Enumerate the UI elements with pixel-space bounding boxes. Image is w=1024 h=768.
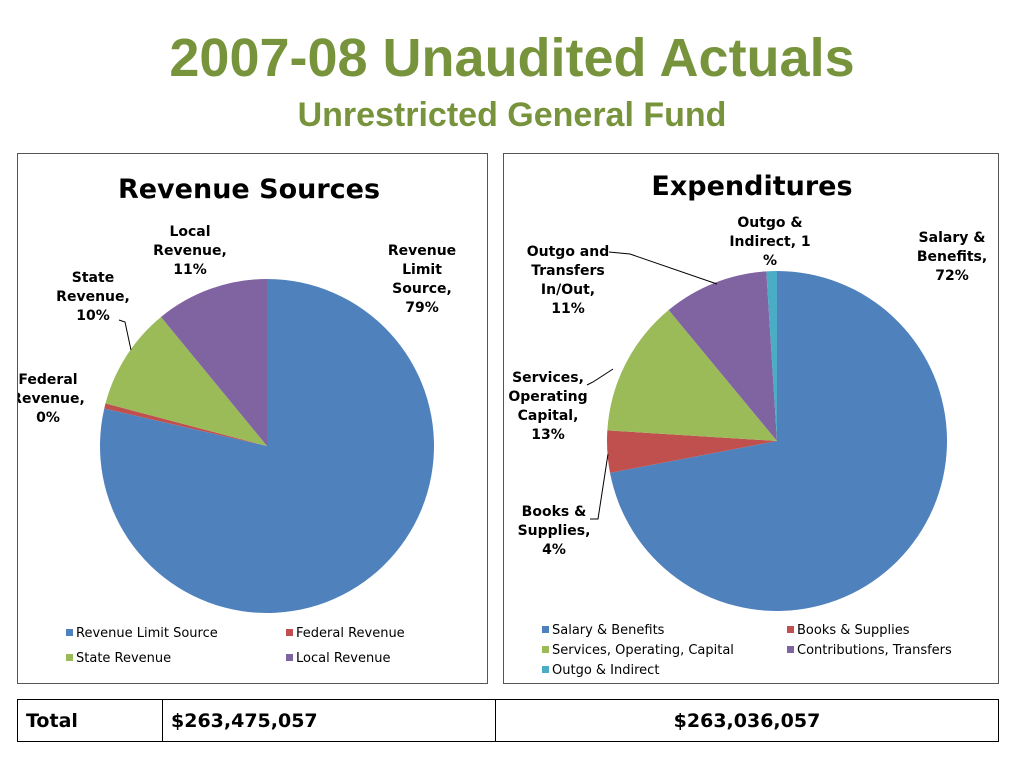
expenditures-data-label-contributions-transfers: Outgo and Transfers In/Out, 11% bbox=[527, 244, 610, 317]
revenue-data-label-state-revenue: State Revenue, 10% bbox=[56, 270, 130, 324]
revenue-slice-state-revenue bbox=[105, 316, 267, 446]
totals-label: Total bbox=[17, 699, 163, 742]
revenue-data-label-revenue-limit-source: Revenue Limit Source, 79% bbox=[388, 243, 456, 316]
revenue-pie-chart: Revenue Sources Revenue Limit Source, 79% Fed… bbox=[18, 174, 456, 666]
revenue-chart-panel: Revenue Sources Revenue Limit Source, 79% Fed… bbox=[17, 153, 488, 684]
expenditures-chart-panel: Expenditures Salary & Benefits, 72% Books & S… bbox=[503, 153, 999, 684]
expenditures-data-label-books-supplies: Books & Supplies, 4% bbox=[518, 504, 591, 558]
expenditures-leader-services-operating-capital bbox=[586, 368, 614, 386]
revenue-chart-title: Revenue Sources bbox=[118, 174, 380, 205]
revenue-data-label-local-revenue: Local Revenue, 11% bbox=[153, 224, 227, 278]
expenditures-data-label-salary-benefits: Salary & Benefits, 72% bbox=[917, 230, 987, 284]
revenue-legend-entry-federal-revenue: Federal Revenue bbox=[296, 626, 405, 641]
expenditures-legend-entry-outgo-indirect: Outgo & Indirect bbox=[552, 663, 659, 678]
expenditures-legend-swatch-outgo-indirect bbox=[542, 666, 549, 673]
page-title: 2007-08 Unaudited Actuals bbox=[169, 28, 855, 88]
revenue-legend-swatch-federal-revenue bbox=[286, 629, 293, 636]
expenditures-slice-books-supplies bbox=[607, 430, 777, 473]
expenditures-legend-entry-services-operating-capital: Services, Operating, Capital bbox=[552, 643, 734, 658]
revenue-legend-swatch-local-revenue bbox=[286, 654, 293, 661]
expenditures-total: $263,036,057 bbox=[495, 699, 999, 742]
expenditures-legend-entry-contributions-transfers: Contributions, Transfers bbox=[797, 643, 952, 658]
revenue-leader-state-revenue bbox=[118, 319, 132, 351]
expenditures-leader-books-supplies bbox=[590, 453, 609, 520]
expenditures-legend-swatch-books-supplies bbox=[787, 626, 794, 633]
page-subtitle: Unrestricted General Fund bbox=[297, 96, 727, 134]
revenue-legend-swatch-state-revenue bbox=[66, 654, 73, 661]
revenue-slice-local-revenue bbox=[160, 279, 267, 446]
expenditures-slice-outgo-indirect bbox=[766, 271, 777, 441]
expenditures-leader-contributions-transfers bbox=[608, 251, 718, 285]
expenditures-legend-entry-salary-benefits: Salary & Benefits bbox=[552, 623, 665, 638]
expenditures-legend-swatch-salary-benefits bbox=[542, 626, 549, 633]
totals-row: Total $263,475,057 $263,036,057 bbox=[17, 699, 999, 742]
expenditures-slice-salary-benefits bbox=[610, 271, 947, 611]
revenue-total: $263,475,057 bbox=[162, 699, 496, 742]
expenditures-slice-contributions-transfers bbox=[668, 271, 777, 441]
revenue-legend-entry-state-revenue: State Revenue bbox=[76, 651, 171, 666]
revenue-legend-swatch-revenue-limit-source bbox=[66, 629, 73, 636]
expenditures-data-label-outgo-indirect: Outgo & Indirect, 1% bbox=[729, 215, 810, 269]
revenue-legend-entry-local-revenue: Local Revenue bbox=[296, 651, 390, 666]
revenue-legend-entry-revenue-limit-source: Revenue Limit Source bbox=[76, 626, 218, 641]
expenditures-pie-chart: Expenditures Salary & Benefits, 72% Books & S… bbox=[508, 171, 987, 678]
revenue-data-label-federal-revenue: Federal Revenue, 0% bbox=[18, 372, 85, 426]
expenditures-legend-swatch-services-operating-capital bbox=[542, 646, 549, 653]
expenditures-chart-title: Expenditures bbox=[651, 171, 852, 202]
expenditures-legend-entry-books-supplies: Books & Supplies bbox=[797, 623, 910, 638]
expenditures-slice-services-operating-capital bbox=[607, 310, 777, 441]
totals-table: Total $263,475,057 $263,036,057 bbox=[17, 699, 999, 742]
expenditures-legend-swatch-contributions-transfers bbox=[787, 646, 794, 653]
revenue-slice-federal-revenue bbox=[104, 403, 267, 446]
expenditures-data-label-services-operating-capital: Services, Operating Capital, 13% bbox=[508, 370, 587, 443]
